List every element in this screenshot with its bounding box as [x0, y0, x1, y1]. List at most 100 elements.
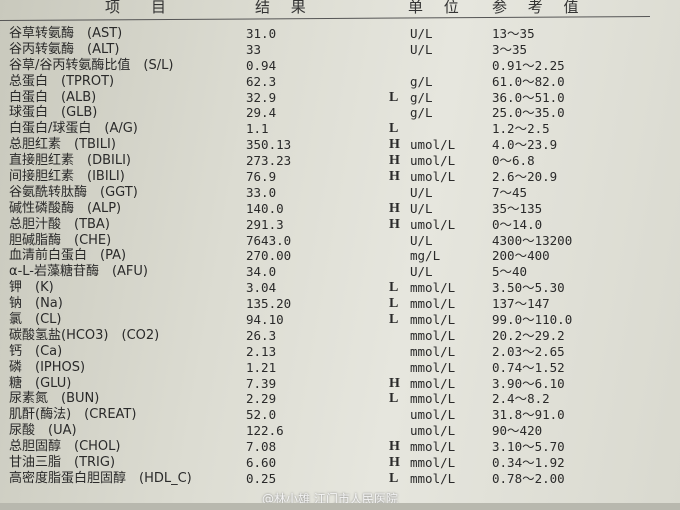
cell-unit: mmol/L	[410, 391, 456, 407]
cell-result: 1.1	[246, 121, 269, 137]
cell-result: 52.0	[246, 407, 277, 423]
cell-name: 磷 (IPHOS)	[9, 359, 86, 375]
cell-flag: H	[389, 137, 400, 153]
screen-bezel	[0, 503, 680, 510]
cell-name: 谷丙转氨酶 (ALT)	[9, 41, 120, 57]
cell-name: 总胆汁酸 (TBA)	[9, 216, 110, 232]
cell-name: 血清前白蛋白 (PA)	[9, 248, 127, 264]
cell-ref: 0～6.8	[492, 153, 535, 169]
table-row: 谷草转氨酶 (AST) 31.0 U/L 13～35	[0, 26, 680, 42]
cell-ref: 137～147	[492, 296, 550, 312]
cell-unit: umol/L	[410, 423, 456, 439]
cell-ref: 90～420	[492, 423, 543, 439]
table-row: 谷氨酰转肽酶 (GGT) 33.0 U/L 7～45	[0, 185, 680, 201]
cell-result: 122.6	[246, 423, 284, 439]
cell-result: 29.4	[246, 105, 277, 121]
cell-unit: mmol/L	[410, 343, 456, 359]
cell-name: 高密度脂蛋白胆固醇 (HDL_C)	[9, 470, 192, 486]
cell-result: 6.60	[246, 455, 277, 471]
cell-result: 270.00	[246, 248, 292, 264]
cell-name: 白蛋白/球蛋白 (A/G)	[9, 121, 138, 137]
cell-result: 34.0	[246, 264, 277, 280]
cell-name: 钾 (K)	[9, 280, 54, 296]
table-row: 谷丙转氨酶 (ALT) 33 U/L 3～35	[0, 42, 680, 58]
cell-name: 氯 (CL)	[9, 312, 62, 328]
cell-unit: mmol/L	[410, 312, 456, 328]
cell-ref: 36.0～51.0	[492, 89, 565, 105]
cell-flag: L	[389, 89, 399, 105]
cell-name: 直接胆红素 (DBILI)	[9, 153, 131, 169]
cell-name: 尿酸 (UA)	[9, 423, 77, 439]
cell-unit: umol/L	[410, 216, 456, 232]
header-divider	[0, 16, 650, 21]
cell-ref: 0～14.0	[492, 216, 543, 232]
cell-ref: 0.78～2.00	[492, 470, 565, 486]
cell-name: 谷草转氨酶 (AST)	[9, 26, 123, 41]
cell-unit: umol/L	[410, 169, 456, 185]
cell-name: 钙 (Ca)	[9, 343, 63, 359]
cell-ref: 2.6～20.9	[492, 169, 558, 185]
cell-name: 肌酐(酶法) (CREAT)	[9, 407, 137, 423]
cell-unit: U/L	[410, 41, 433, 57]
cell-unit: umol/L	[410, 153, 456, 169]
cell-name: 糖 (GLU)	[9, 375, 72, 391]
cell-unit: U/L	[410, 26, 433, 41]
cell-result: 94.10	[246, 312, 284, 328]
cell-unit: U/L	[410, 264, 433, 280]
cell-ref: 20.2～29.2	[492, 327, 565, 343]
cell-result: 2.13	[246, 343, 277, 359]
cell-ref: 0.34～1.92	[492, 455, 565, 471]
cell-ref: 31.8～91.0	[492, 407, 565, 423]
cell-name: 球蛋白 (GLB)	[9, 105, 98, 121]
cell-ref: 2.03～2.65	[492, 343, 565, 359]
cell-ref: 0.74～1.52	[492, 359, 565, 375]
cell-flag: H	[389, 375, 400, 391]
cell-name: 胆碱脂酶 (CHE)	[9, 232, 112, 248]
cell-result: 140.0	[246, 200, 284, 216]
table-row: 钙 (Ca) 2.13 mmol/L 2.03～2.65	[0, 344, 680, 360]
cell-name: 间接胆红素 (IBILI)	[9, 169, 125, 185]
cell-ref: 1.2～2.5	[492, 121, 550, 137]
header-unit: 单 位	[408, 0, 467, 16]
cell-unit: mmol/L	[410, 359, 456, 375]
cell-unit: U/L	[410, 184, 433, 200]
cell-name: 总蛋白 (TPROT)	[9, 73, 115, 89]
cell-ref: 25.0～35.0	[492, 105, 565, 121]
cell-flag: L	[389, 280, 399, 296]
cell-flag: L	[389, 121, 399, 137]
table-row: 尿酸 (UA) 122.6 umol/L 90～420	[0, 423, 680, 439]
table-row: 白蛋白/球蛋白 (A/G) 1.1 L 1.2～2.5	[0, 121, 680, 137]
cell-result: 291.3	[246, 216, 284, 232]
cell-flag: L	[389, 470, 399, 486]
header-result: 结 果	[255, 0, 314, 16]
cell-result: 0.25	[246, 470, 277, 486]
cell-result: 3.04	[246, 280, 277, 296]
cell-unit: g/L	[410, 105, 433, 121]
cell-result: 7643.0	[246, 232, 292, 248]
cell-ref: 4.0～23.9	[492, 137, 558, 153]
cell-unit: mmol/L	[410, 455, 456, 471]
cell-result: 33.0	[246, 184, 277, 200]
cell-unit: U/L	[410, 232, 433, 248]
cell-result: 350.13	[246, 137, 292, 153]
table-row: 碱性磷酸酶 (ALP) 140.0 H U/L 35～135	[0, 201, 680, 217]
cell-result: 7.08	[246, 439, 277, 455]
cell-result: 76.9	[246, 169, 277, 185]
cell-name: 碱性磷酸酶 (ALP)	[9, 200, 122, 216]
watermark: @林小雄 江门市人民医院	[262, 492, 398, 506]
cell-name: 谷氨酰转肽酶 (GGT)	[9, 184, 138, 200]
cell-name: 尿素氮 (BUN)	[9, 391, 100, 407]
cell-ref: 13～35	[492, 26, 535, 41]
cell-name: 总胆红素 (TBILI)	[9, 137, 116, 153]
cell-flag: L	[389, 391, 399, 407]
